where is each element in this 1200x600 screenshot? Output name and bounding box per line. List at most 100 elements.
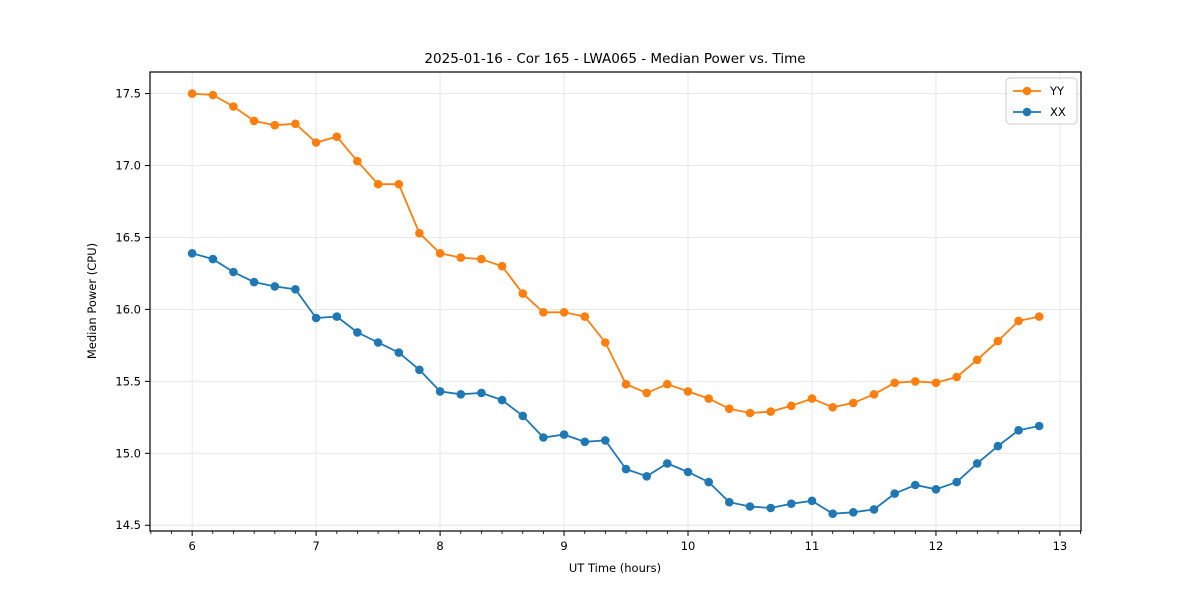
data-point-xx	[601, 436, 610, 445]
data-point-yy	[249, 116, 259, 126]
x-tick-label: 9	[560, 539, 567, 553]
data-point-yy	[477, 254, 486, 264]
data-point-xx	[849, 508, 858, 517]
legend-label-xx: XX	[1050, 105, 1066, 119]
legend-marker-xx	[1022, 107, 1032, 117]
legend: YY XX	[1005, 77, 1078, 125]
data-point-yy	[497, 261, 507, 271]
data-point-yy	[952, 372, 961, 382]
data-point-xx	[291, 285, 300, 294]
data-point-yy	[353, 156, 362, 166]
data-point-xx	[683, 467, 693, 477]
data-point-xx	[580, 437, 590, 447]
data-point-yy	[539, 308, 548, 317]
data-point-yy	[766, 407, 775, 416]
data-point-xx	[187, 249, 197, 258]
data-point-xx	[518, 411, 528, 421]
data-point-xx	[766, 503, 775, 513]
data-point-yy	[807, 394, 817, 403]
data-point-yy	[663, 379, 672, 389]
data-point-yy	[456, 253, 466, 262]
series-layer	[187, 89, 1044, 518]
data-point-yy	[849, 398, 858, 408]
x-tick-label: 6	[188, 539, 195, 553]
data-point-yy	[601, 338, 610, 347]
data-point-yy	[1034, 312, 1044, 321]
data-point-xx	[993, 441, 1003, 451]
x-axis-label: UT Time (hours)	[569, 561, 661, 575]
data-point-yy	[415, 228, 424, 238]
data-point-yy	[373, 179, 383, 189]
data-point-yy	[187, 89, 197, 98]
data-point-xx	[415, 365, 424, 375]
x-tick-label: 13	[1053, 539, 1068, 553]
x-tick-label: 8	[436, 539, 443, 553]
data-point-yy	[911, 377, 920, 386]
y-axis-label: Median Power (CPU)	[85, 243, 99, 359]
data-point-xx	[1014, 426, 1023, 435]
data-point-xx	[497, 395, 507, 405]
data-point-xx	[972, 459, 982, 468]
data-point-yy	[787, 401, 796, 411]
data-point-xx	[332, 312, 342, 321]
data-point-xx	[911, 480, 920, 490]
chart-title: 2025-01-16 - Cor 165 - LWA065 - Median P…	[424, 51, 805, 67]
data-point-xx	[642, 472, 651, 481]
data-point-yy	[580, 312, 590, 321]
data-point-xx	[663, 459, 672, 468]
data-point-yy	[518, 289, 528, 298]
data-point-xx	[787, 499, 796, 509]
data-point-yy	[972, 355, 982, 365]
data-point-yy	[828, 403, 837, 412]
legend-label-yy: YY	[1049, 84, 1065, 98]
x-tick-label: 7	[312, 539, 319, 553]
data-point-yy	[435, 249, 445, 258]
data-point-xx	[435, 387, 445, 396]
data-point-xx	[477, 388, 486, 398]
y-tick-label: 15.0	[115, 446, 141, 460]
data-point-yy	[559, 308, 569, 317]
data-point-xx	[559, 430, 569, 439]
data-point-yy	[311, 138, 321, 147]
data-point-yy	[621, 379, 631, 389]
data-point-yy	[291, 119, 300, 129]
data-point-xx	[621, 464, 631, 474]
data-point-yy	[745, 408, 755, 418]
legend-marker-yy	[1022, 86, 1032, 96]
data-point-yy	[642, 388, 651, 398]
tick-layer: 6 7 8 9 10 11 12 13 14.5 15.0 15.5 16.0 16.5 17.0 17.5	[115, 87, 1082, 553]
data-point-xx	[353, 328, 362, 337]
data-point-xx	[931, 485, 941, 494]
data-point-xx	[745, 502, 755, 511]
data-point-xx	[373, 338, 383, 347]
data-point-xx	[1034, 421, 1044, 431]
plot-area	[150, 72, 1081, 531]
x-tick-label: 11	[805, 539, 820, 553]
data-point-xx	[208, 254, 218, 264]
y-tick-label: 17.0	[115, 159, 141, 173]
data-point-xx	[270, 282, 280, 291]
data-point-yy	[208, 90, 218, 100]
data-point-yy	[270, 120, 280, 130]
data-point-yy	[725, 404, 734, 414]
data-point-yy	[683, 387, 693, 396]
y-tick-label: 16.0	[115, 302, 141, 316]
data-point-yy	[931, 378, 941, 388]
plot-frame	[149, 71, 1082, 532]
data-point-xx	[952, 477, 961, 487]
x-tick-label: 12	[929, 539, 944, 553]
data-point-xx	[394, 348, 404, 357]
data-point-xx	[890, 489, 899, 498]
data-point-yy	[1014, 316, 1023, 326]
data-point-xx	[704, 477, 713, 487]
y-tick-label: 14.5	[115, 518, 141, 532]
legend-frame	[1005, 77, 1078, 125]
data-point-xx	[539, 433, 548, 442]
y-tick-label: 17.5	[115, 87, 141, 101]
data-point-yy	[394, 179, 404, 189]
data-point-xx	[725, 497, 734, 507]
data-point-yy	[993, 336, 1003, 346]
data-point-xx	[828, 509, 837, 518]
y-tick-label: 16.5	[115, 230, 141, 244]
